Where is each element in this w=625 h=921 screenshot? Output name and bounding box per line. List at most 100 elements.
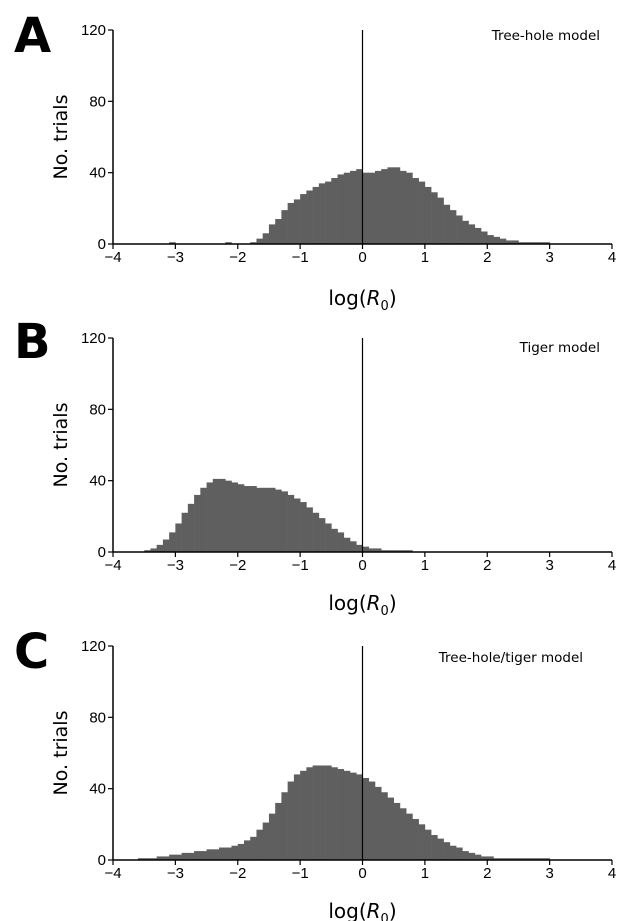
histogram-bar bbox=[250, 242, 257, 244]
y-tick-label: 0 bbox=[98, 544, 106, 561]
histogram-bar bbox=[231, 482, 239, 552]
histogram-bar bbox=[312, 186, 320, 244]
histogram-bar bbox=[175, 523, 182, 552]
histogram-bar bbox=[206, 849, 214, 860]
x-tick-label: 0 bbox=[358, 865, 366, 882]
histogram-bar bbox=[368, 548, 376, 552]
histogram-bar bbox=[250, 486, 257, 552]
histogram-bar bbox=[481, 856, 488, 860]
x-axis-label: log(R0) bbox=[328, 591, 396, 619]
panel-a: 0 40 80 120 −4 −3 −2 −1 0 1 2 3 4 A Tree-hole model No.… bbox=[14, 8, 616, 314]
x-tick-label: 2 bbox=[483, 249, 491, 266]
histogram-bar bbox=[512, 240, 519, 244]
histogram-bar bbox=[331, 767, 338, 860]
histogram-bar bbox=[268, 224, 276, 244]
histogram-bar bbox=[268, 487, 276, 552]
histogram-bar bbox=[530, 858, 538, 860]
y-tick-label: 40 bbox=[89, 165, 106, 182]
histogram-bars bbox=[144, 478, 413, 552]
histogram-bar bbox=[325, 181, 332, 244]
histogram-bar bbox=[256, 829, 263, 860]
histogram-bar bbox=[312, 765, 320, 860]
histogram-bar bbox=[368, 781, 376, 860]
histogram-bar bbox=[343, 770, 351, 860]
histogram-bar bbox=[399, 170, 407, 244]
histogram-bar bbox=[194, 494, 201, 552]
x-axis-label-prefix: log( bbox=[328, 591, 366, 615]
histogram-bar bbox=[518, 858, 525, 860]
histogram-bar bbox=[443, 204, 451, 244]
histogram-bar bbox=[156, 856, 164, 860]
histogram-bar bbox=[281, 210, 288, 244]
histogram-bar bbox=[243, 486, 251, 552]
x-tick-label: 3 bbox=[545, 249, 553, 266]
histogram-bar bbox=[474, 227, 482, 244]
histogram-bar bbox=[524, 242, 532, 244]
histogram-bar bbox=[137, 858, 145, 860]
panel-b: 0 40 80 120 −4 −3 −2 −1 0 1 2 3 4 B Tiger model No. tri… bbox=[14, 314, 616, 619]
histogram-bar bbox=[356, 774, 363, 860]
histogram-bars bbox=[137, 765, 550, 860]
histogram-bar bbox=[456, 847, 463, 860]
y-axis-label: No. trials bbox=[50, 711, 72, 796]
histogram-bar bbox=[374, 548, 382, 552]
histogram-bar bbox=[275, 489, 282, 552]
histogram-bar bbox=[337, 769, 345, 860]
histogram-bar bbox=[424, 186, 432, 244]
histogram-bar bbox=[393, 550, 401, 552]
histogram-bar bbox=[144, 550, 151, 552]
histogram-bar bbox=[150, 548, 157, 552]
histogram-bar bbox=[194, 851, 201, 860]
x-axis-label: log(R0) bbox=[328, 899, 396, 921]
histogram-bar bbox=[293, 199, 301, 244]
histogram-bar bbox=[350, 170, 357, 244]
histogram-bar bbox=[443, 842, 451, 860]
histogram-bar bbox=[219, 478, 226, 552]
histogram-bar bbox=[343, 172, 351, 244]
histogram-bar bbox=[487, 235, 494, 244]
x-axis-label-suffix: ) bbox=[389, 286, 397, 310]
y-tick-label: 40 bbox=[89, 781, 106, 798]
histogram-bar bbox=[431, 835, 438, 860]
histogram-bar bbox=[306, 190, 313, 244]
histogram-bar bbox=[474, 854, 482, 860]
histogram-bar bbox=[200, 487, 207, 552]
histogram-bar bbox=[293, 774, 301, 860]
histogram-bar bbox=[393, 802, 401, 860]
y-tick-label: 120 bbox=[81, 330, 106, 347]
x-tick-label: 4 bbox=[608, 865, 616, 882]
histogram-bar bbox=[381, 550, 388, 552]
histogram-bar bbox=[406, 550, 413, 552]
model-annotation: Tiger model bbox=[519, 340, 600, 356]
histogram-bar bbox=[175, 854, 182, 860]
histogram-bar bbox=[219, 847, 226, 860]
histogram-bar bbox=[350, 772, 357, 860]
histogram-bar bbox=[399, 550, 407, 552]
histogram-bar bbox=[350, 541, 357, 552]
histogram-bar bbox=[462, 851, 469, 860]
histogram-bar bbox=[281, 792, 288, 860]
x-tick-label: −4 bbox=[104, 557, 121, 574]
histogram-bar bbox=[169, 854, 176, 860]
histogram-bar bbox=[206, 482, 214, 552]
histogram-bar bbox=[424, 829, 432, 860]
histogram-bar bbox=[493, 236, 501, 244]
histogram-bar bbox=[381, 169, 388, 244]
x-axis-label-prefix: log( bbox=[328, 899, 366, 921]
model-annotation: Tree-hole/tiger model bbox=[438, 650, 583, 666]
histogram-bar bbox=[300, 194, 307, 244]
histogram-bar bbox=[356, 169, 363, 244]
x-tick-label: −2 bbox=[229, 865, 246, 882]
histogram-bar bbox=[518, 242, 525, 244]
x-tick-label: 0 bbox=[358, 557, 366, 574]
histogram-bar bbox=[225, 480, 232, 552]
histogram-bar bbox=[231, 845, 239, 860]
panel-label: A bbox=[14, 8, 51, 64]
histogram-bar bbox=[343, 537, 351, 552]
histogram-bar bbox=[300, 770, 307, 860]
histogram-bar bbox=[362, 172, 370, 244]
histogram-bar bbox=[181, 852, 189, 860]
histogram-bar bbox=[537, 858, 544, 860]
histogram-bar bbox=[237, 843, 245, 860]
histogram-bar bbox=[387, 167, 394, 244]
